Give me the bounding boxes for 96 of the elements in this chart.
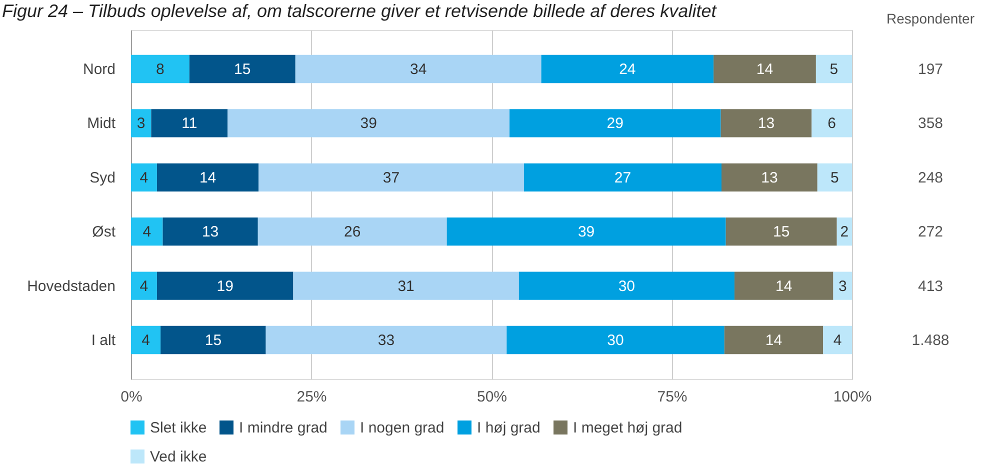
data-label: 4 bbox=[142, 224, 152, 241]
data-label: 14 bbox=[776, 278, 792, 295]
data-label: 24 bbox=[619, 61, 636, 78]
bar bbox=[258, 163, 524, 192]
data-label: 3 bbox=[136, 115, 146, 132]
data-label: 13 bbox=[758, 115, 775, 132]
bar bbox=[160, 326, 266, 354]
data-label: 14 bbox=[765, 332, 782, 349]
data-label: 34 bbox=[410, 61, 427, 78]
bar bbox=[812, 109, 852, 138]
data-label: 4 bbox=[142, 332, 150, 349]
data-label: 13 bbox=[761, 169, 778, 186]
bar bbox=[816, 54, 852, 84]
bar bbox=[228, 109, 510, 138]
bar bbox=[295, 54, 542, 84]
chart-title: Figur 24 – Tilbuds oplevelse af, om talscorerne giver et retvisende billede af deres kvalitet bbox=[2, 1, 718, 21]
y2-tick-label: 413 bbox=[918, 278, 944, 295]
data-label: 15 bbox=[234, 61, 251, 78]
x-tick-label: 75% bbox=[657, 388, 688, 406]
x-tick-label: 50% bbox=[476, 388, 508, 406]
data-label: 11 bbox=[182, 115, 198, 132]
x-tick-label: 100% bbox=[833, 388, 872, 406]
bar bbox=[817, 163, 852, 192]
data-label: 4 bbox=[833, 332, 842, 349]
bar bbox=[266, 326, 507, 354]
data-label: 27 bbox=[614, 169, 632, 186]
bar bbox=[722, 163, 818, 192]
bar bbox=[131, 109, 152, 138]
data-label: 4 bbox=[140, 278, 148, 295]
y-tick-label: Hovedstaden bbox=[27, 278, 116, 295]
data-label: 3 bbox=[838, 278, 847, 295]
y2-tick-label: 1.488 bbox=[912, 332, 950, 349]
bar bbox=[131, 272, 157, 300]
y2-tick-label: 272 bbox=[918, 224, 944, 241]
data-label: 2 bbox=[840, 224, 849, 241]
bar bbox=[131, 326, 161, 354]
legend-label: I meget høj grad bbox=[573, 420, 682, 436]
data-label: 14 bbox=[756, 61, 774, 78]
bar bbox=[510, 109, 721, 138]
data-label: 29 bbox=[606, 115, 624, 132]
data-label: 31 bbox=[398, 278, 414, 295]
y-tick-label: I alt bbox=[91, 332, 116, 349]
data-label: 6 bbox=[828, 115, 836, 132]
y-tick-label: Syd bbox=[90, 169, 116, 186]
y2-tick-label: 248 bbox=[918, 169, 944, 186]
data-label: 39 bbox=[578, 224, 595, 241]
legend-label: I nogen grad bbox=[360, 420, 444, 436]
bar bbox=[524, 163, 722, 192]
data-label: 26 bbox=[344, 224, 361, 241]
data-label: 39 bbox=[360, 115, 377, 132]
y2-axis-title: Respondenter bbox=[886, 10, 975, 26]
bar bbox=[724, 326, 824, 354]
bar bbox=[446, 218, 726, 246]
data-label: 19 bbox=[216, 278, 234, 295]
legend-label: I høj grad bbox=[477, 420, 540, 436]
bar bbox=[734, 272, 834, 300]
bar bbox=[258, 218, 447, 246]
x-tick-label: 25% bbox=[296, 388, 327, 406]
x-tick-label: 0% bbox=[120, 388, 142, 406]
bar bbox=[151, 109, 228, 138]
data-label: 30 bbox=[607, 332, 624, 349]
data-label: 8 bbox=[156, 61, 164, 78]
legend-label: Ved ikke bbox=[150, 448, 207, 466]
data-label: 14 bbox=[199, 169, 216, 186]
bar bbox=[833, 272, 852, 300]
bar bbox=[189, 54, 296, 84]
data-label: 5 bbox=[830, 61, 838, 78]
y-tick-label: Nord bbox=[82, 61, 116, 78]
bar bbox=[726, 218, 837, 246]
legend-label: I mindre grad bbox=[239, 420, 328, 436]
data-label: 30 bbox=[618, 278, 636, 295]
data-label: 15 bbox=[773, 224, 790, 241]
bar bbox=[131, 218, 163, 246]
data-label: 33 bbox=[378, 332, 395, 349]
data-label: 4 bbox=[140, 169, 148, 186]
y2-tick-label: 358 bbox=[918, 115, 944, 132]
bar bbox=[720, 109, 812, 138]
y2-tick-label: 197 bbox=[918, 61, 944, 78]
bar bbox=[518, 272, 734, 300]
bar bbox=[162, 218, 258, 246]
y-tick-label: Midt bbox=[87, 115, 116, 132]
legend-label: Slet ikke bbox=[150, 420, 207, 436]
y-tick-label: Øst bbox=[92, 224, 116, 241]
data-label: 15 bbox=[204, 332, 222, 349]
bar bbox=[156, 272, 294, 300]
bar bbox=[714, 54, 816, 84]
bar bbox=[506, 326, 724, 354]
bar bbox=[823, 326, 852, 354]
bar bbox=[541, 54, 714, 84]
bar bbox=[293, 272, 519, 300]
data-label: 13 bbox=[202, 224, 219, 241]
data-label: 37 bbox=[382, 169, 400, 186]
bar bbox=[131, 163, 157, 192]
bar bbox=[131, 54, 190, 84]
data-label: 5 bbox=[830, 169, 839, 186]
bar bbox=[156, 163, 259, 192]
